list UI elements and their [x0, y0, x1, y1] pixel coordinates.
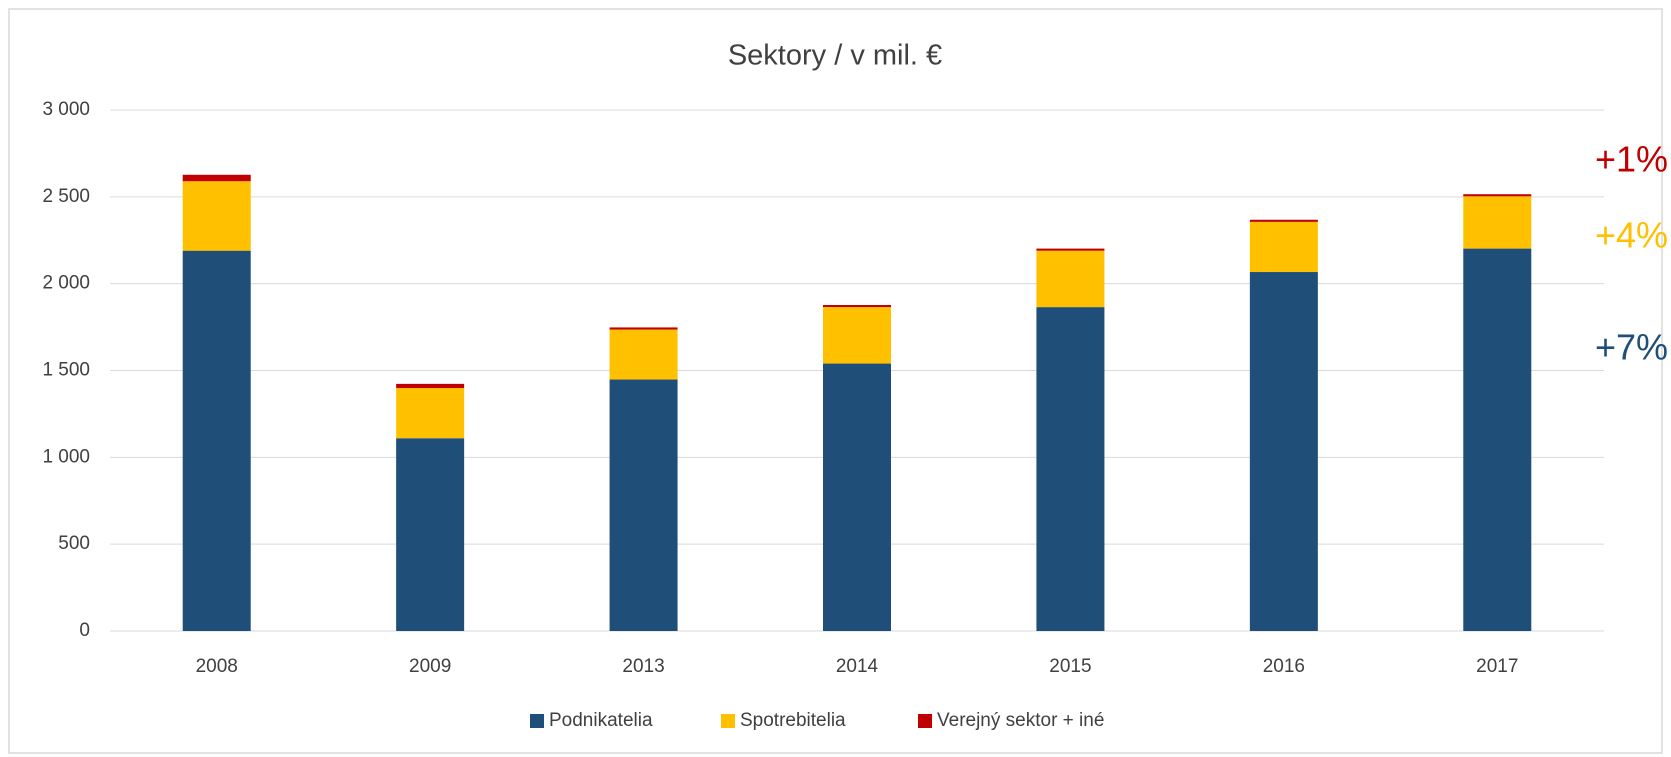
bar-segment: [182, 250, 251, 632]
chart-title: Sektory / v mil. €: [728, 40, 942, 72]
bar-segment: [396, 383, 465, 389]
x-tick-label: 2009: [409, 656, 451, 677]
y-tick-label: 500: [58, 533, 90, 554]
bar-segment: [823, 363, 891, 631]
bar-segment: [396, 388, 465, 439]
x-tick-label: 2015: [1049, 656, 1091, 677]
annotation: +1%: [1595, 139, 1668, 180]
x-tick-label: 2017: [1476, 656, 1518, 677]
bar-segment: [182, 174, 251, 182]
y-tick-label: 1 500: [42, 360, 90, 381]
bar-segment: [1036, 250, 1105, 308]
x-tick-label: 2014: [836, 656, 879, 677]
bar-segment: [1036, 248, 1105, 251]
x-tick-label: 2013: [622, 656, 664, 677]
y-tick-label: 2 500: [42, 186, 90, 207]
bar-segment: [1249, 219, 1318, 222]
legend-swatch: [918, 714, 932, 728]
y-tick-label: 0: [79, 620, 90, 641]
bar-segment: [1249, 221, 1318, 273]
bar-segment: [396, 438, 465, 631]
bar-segment: [823, 307, 891, 364]
y-tick-label: 3 000: [42, 99, 90, 120]
bar-segment: [1463, 248, 1532, 631]
x-tick-label: 2008: [196, 656, 238, 677]
bar-segment: [609, 327, 678, 330]
legend-label: Spotrebitelia: [740, 710, 846, 731]
legend-label: Verejný sektor + iné: [937, 710, 1104, 731]
annotation: +7%: [1595, 327, 1668, 368]
bar-segment: [609, 329, 678, 380]
x-tick-label: 2016: [1263, 656, 1305, 677]
legend-swatch: [721, 714, 735, 728]
bar-segment: [1036, 307, 1105, 631]
annotation: +4%: [1595, 215, 1668, 256]
y-tick-label: 2 000: [42, 273, 90, 294]
bar-segment: [1249, 272, 1318, 631]
legend-swatch: [530, 714, 544, 728]
bar-segment: [182, 181, 251, 251]
y-tick-label: 1 000: [42, 446, 90, 467]
bar-segment: [609, 379, 678, 631]
bar-segment: [823, 305, 891, 308]
bar-segment: [1463, 196, 1532, 249]
legend-label: Podnikatelia: [549, 710, 653, 731]
bar-segment: [1463, 194, 1532, 197]
